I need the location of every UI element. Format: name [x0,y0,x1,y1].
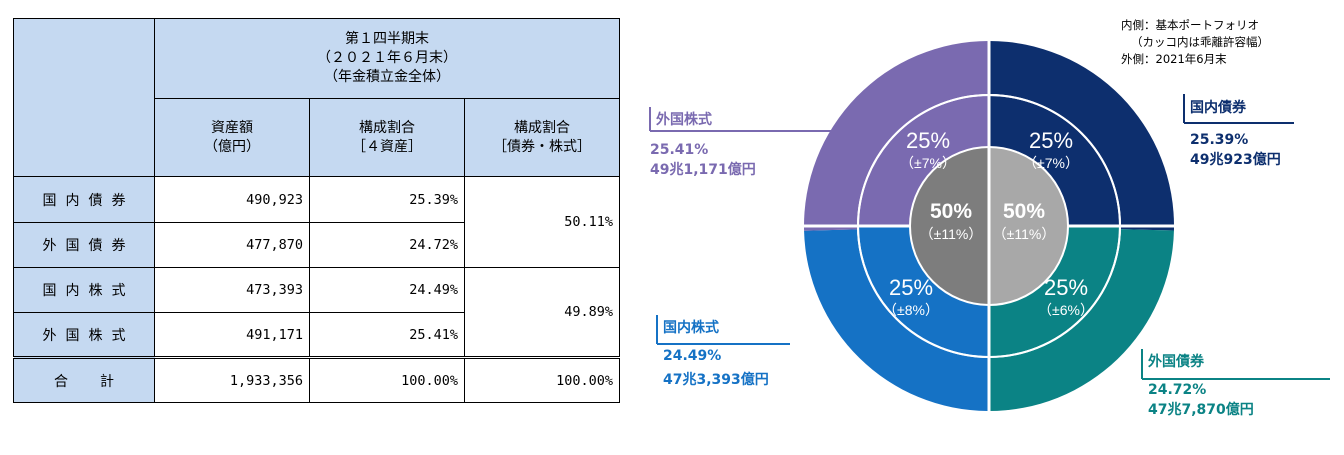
amount-cell: 477,870 [154,222,310,268]
legend-note: 内側：基本ポートフォリオ （カッコ内は乖離許容幅） 外側：2021年6月末 [1121,17,1269,68]
period-scope: （年金積立金全体） [324,69,450,85]
middle-pct-domestic-stock: 25% [889,275,933,300]
row-label: 国内債券 [13,176,155,223]
label-foreign-bond-amount: 47兆7,870億円 [1148,402,1254,418]
ratio-cell: 24.72% [309,222,465,268]
label-domestic-stock-pct: 24.49% [663,348,722,364]
middle-band-foreign-stock: （±7%） [900,155,956,171]
label-foreign-stock-name: 外国株式 [656,112,712,128]
note-band: （カッコ内は乖離許容幅） [1131,35,1269,49]
table-row: 国内債券 490,923 25.39% 50.11% [13,176,620,268]
ratio2-header-line1: 構成割合 [514,119,570,136]
amount-column-header: 資産額 （億円） [154,98,310,177]
label-foreign-stock: 外国株式 25.41% 49兆1,171億円 [650,110,756,180]
label-domestic-bond: 国内債券 25.39% 49兆923億円 [1184,98,1281,170]
label-foreign-bond-name: 外国債券 [1148,354,1204,370]
middle-band-domestic-stock: （±8%） [883,302,939,318]
ring-border-middle [857,94,1121,358]
total-amount-cell: 1,933,356 [154,356,310,403]
label-foreign-bond: 外国債券 24.72% 47兆7,870億円 [1142,352,1254,420]
label-domestic-bond-amount: 49兆923億円 [1190,152,1281,168]
inner-band-bonds: （±11%） [993,226,1056,242]
period-date: （２０２１年６月末） [317,50,457,66]
row-label: 外国株式 [13,312,155,358]
ratio2-header-line2: ［債券・株式］ [493,138,591,155]
ratio4-header-line2: ［４資産］ [352,138,422,155]
bond-total-cell: 50.11% [464,176,620,268]
amount-header-line1: 資産額 [211,119,253,136]
inner-pct-stocks: 50% [930,200,972,223]
middle-pct-foreign-stock: 25% [906,128,950,153]
inner-band-stocks: （±11%） [920,226,983,242]
total-row: 合 計 1,933,356 100.00% 100.00% [13,356,620,403]
table-row: 外国株式 491,171 25.41% [13,312,620,358]
label-domestic-stock-name: 国内株式 [663,320,719,336]
middle-band-domestic-bond: （±7%） [1023,155,1079,171]
label-domestic-bond-pct: 25.39% [1190,132,1249,148]
note-outer: 外側：2021年6月末 [1121,52,1227,66]
ratio4-header-line1: 構成割合 [359,119,415,136]
label-domestic-stock-amount: 47兆3,393億円 [663,372,769,388]
stock-total-cell: 49.89% [464,267,620,358]
label-foreign-stock-amount: 49兆1,171億円 [650,162,756,178]
total-ratio2-cell: 100.00% [464,356,620,403]
label-domestic-stock: 国内株式 24.49% 47兆3,393億円 [657,318,769,390]
middle-pct-domestic-bond: 25% [1029,128,1073,153]
total-label: 合 計 [13,356,155,403]
amount-header-line2: （億円） [204,138,260,155]
label-foreign-bond-pct: 24.72% [1148,382,1207,398]
ratio4-column-header: 構成割合 ［４資産］ [309,98,465,177]
corner-header-cell [13,18,155,177]
row-label: 外国債券 [13,222,155,268]
note-inner: 内側：基本ポートフォリオ [1121,18,1259,32]
ratio-cell: 24.49% [309,267,465,313]
middle-band-foreign-bond: （±6%） [1038,302,1094,318]
ratio-cell: 25.39% [309,176,465,223]
period-title: 第１四半期末 [345,31,429,47]
middle-pct-foreign-bond: 25% [1044,275,1088,300]
amount-cell: 490,923 [154,176,310,223]
label-domestic-bond-name: 国内債券 [1190,100,1246,116]
table-row: 国内株式 473,393 24.49% 49.89% [13,267,620,358]
inner-pct-bonds: 50% [1003,200,1045,223]
label-foreign-stock-pct: 25.41% [650,142,709,158]
allocation-table: 第１四半期末 （２０２１年６月末） （年金積立金全体） 資産額 （億円） 構成割… [13,18,620,403]
amount-cell: 491,171 [154,312,310,358]
table-row: 外国債券 477,870 24.72% [13,222,620,268]
